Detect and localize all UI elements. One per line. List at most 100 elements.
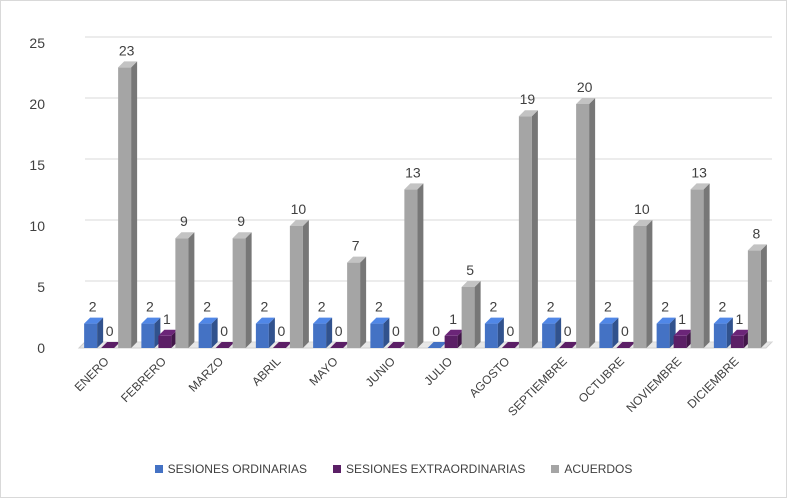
data-label-septiembre-sesiones-ordinarias: 2	[547, 299, 555, 315]
bar-abril-sesiones-ordinarias	[255, 317, 275, 348]
bar-mayo-sesiones-ordinarias	[313, 317, 333, 348]
legend-item-sesiones-ordinarias: SESIONES ORDINARIAS	[154, 462, 307, 476]
bar-julio-acuerdos	[461, 281, 481, 348]
data-label-noviembre-sesiones-extraordinarias: 1	[678, 311, 686, 327]
bar-enero-acuerdos	[118, 61, 138, 349]
y-tick-label-20: 20	[29, 96, 45, 112]
bar-diciembre-sesiones-ordinarias	[713, 317, 733, 348]
bar-abril-sesiones-extraordinarias	[272, 342, 292, 348]
data-label-septiembre-acuerdos: 20	[577, 79, 593, 95]
bar-julio-sesiones-ordinarias	[427, 342, 447, 348]
bar-mayo-acuerdos	[347, 256, 367, 348]
data-label-julio-sesiones-ordinarias: 0	[432, 323, 440, 339]
y-tick-label-25: 25	[29, 35, 45, 51]
bar-agosto-sesiones-ordinarias	[484, 317, 504, 348]
data-label-noviembre-acuerdos: 13	[691, 164, 707, 180]
chart-wall-edge	[78, 341, 86, 349]
bar-noviembre-sesiones-ordinarias	[656, 317, 676, 348]
bar-febrero-sesiones-ordinarias	[141, 317, 161, 348]
bar-septiembre-acuerdos	[576, 98, 596, 348]
bar-junio-sesiones-ordinarias	[370, 317, 390, 348]
data-label-noviembre-sesiones-ordinarias: 2	[661, 299, 669, 315]
bar-noviembre-sesiones-extraordinarias	[673, 329, 693, 348]
data-label-diciembre-acuerdos: 8	[752, 225, 760, 241]
bar-marzo-sesiones-extraordinarias	[215, 342, 235, 348]
x-tick-label-febrero: FEBRERO	[118, 354, 169, 405]
bar-mayo-sesiones-extraordinarias	[330, 342, 350, 348]
bar-agosto-sesiones-extraordinarias	[501, 342, 521, 348]
legend-swatch-acuerdos	[551, 465, 560, 473]
bar-noviembre-acuerdos	[690, 183, 710, 348]
legend-swatch-sesiones-ordinarias	[154, 465, 163, 473]
bar-marzo-acuerdos	[232, 232, 252, 348]
data-label-abril-acuerdos: 10	[291, 201, 307, 217]
data-label-junio-sesiones-extraordinarias: 0	[392, 323, 400, 339]
legend-item-acuerdos: ACUERDOS	[551, 462, 632, 476]
x-tick-label-julio: JULIO	[421, 354, 455, 388]
bar-julio-sesiones-extraordinarias	[444, 329, 464, 348]
data-label-junio-acuerdos: 13	[405, 164, 421, 180]
data-label-junio-sesiones-ordinarias: 2	[375, 299, 383, 315]
legend-swatch-sesiones-extraordinarias	[332, 465, 341, 473]
data-label-mayo-sesiones-ordinarias: 2	[318, 299, 326, 315]
data-label-diciembre-sesiones-extraordinarias: 1	[735, 311, 743, 327]
y-tick-label-5: 5	[37, 279, 45, 295]
x-tick-label-agosto: AGOSTO	[466, 354, 512, 400]
bar-diciembre-acuerdos	[747, 244, 767, 348]
x-tick-label-noviembre: NOVIEMBRE	[623, 354, 684, 415]
data-label-enero-acuerdos: 23	[119, 42, 135, 58]
x-tick-label-diciembre: DICIEMBRE	[684, 354, 741, 411]
data-label-octubre-sesiones-extraordinarias: 0	[621, 323, 629, 339]
bar-octubre-sesiones-ordinarias	[599, 317, 619, 348]
data-label-enero-sesiones-ordinarias: 2	[89, 299, 97, 315]
y-tick-label-0: 0	[37, 340, 45, 356]
legend-item-sesiones-extraordinarias: SESIONES EXTRAORDINARIAS	[332, 462, 526, 476]
bar-junio-acuerdos	[404, 183, 424, 348]
x-tick-label-septiembre: SEPTIEMBRE	[505, 354, 570, 419]
data-label-abril-sesiones-extraordinarias: 0	[277, 323, 285, 339]
x-tick-label-abril: ABRIL	[249, 354, 284, 389]
bar-marzo-sesiones-ordinarias	[198, 317, 218, 348]
bar-septiembre-sesiones-ordinarias	[542, 317, 562, 348]
chart-legend: SESIONES ORDINARIAS SESIONES EXTRAORDINA…	[0, 462, 787, 476]
data-label-enero-sesiones-extraordinarias: 0	[106, 323, 114, 339]
bar-enero-sesiones-extraordinarias	[101, 342, 121, 348]
data-label-mayo-sesiones-extraordinarias: 0	[335, 323, 343, 339]
data-label-octubre-acuerdos: 10	[634, 201, 650, 217]
bar-junio-sesiones-extraordinarias	[387, 342, 407, 348]
data-label-mayo-acuerdos: 7	[352, 238, 360, 254]
data-label-septiembre-sesiones-extraordinarias: 0	[564, 323, 572, 339]
data-label-julio-sesiones-extraordinarias: 1	[449, 311, 457, 327]
data-label-abril-sesiones-ordinarias: 2	[260, 299, 268, 315]
x-tick-label-mayo: MAYO	[306, 354, 340, 388]
y-tick-label-10: 10	[29, 218, 45, 234]
data-label-octubre-sesiones-ordinarias: 2	[604, 299, 612, 315]
data-label-febrero-sesiones-ordinarias: 2	[146, 299, 154, 315]
x-tick-label-octubre: OCTUBRE	[576, 354, 627, 405]
y-tick-label-15: 15	[29, 157, 45, 173]
bar-febrero-acuerdos	[175, 232, 195, 348]
x-tick-label-junio: JUNIO	[363, 354, 398, 389]
data-label-marzo-acuerdos: 9	[237, 213, 245, 229]
data-label-julio-acuerdos: 5	[466, 262, 474, 278]
data-label-diciembre-sesiones-ordinarias: 2	[718, 299, 726, 315]
legend-label-acuerdos: ACUERDOS	[564, 462, 633, 476]
data-label-agosto-acuerdos: 19	[520, 91, 536, 107]
data-label-agosto-sesiones-extraordinarias: 0	[506, 323, 514, 339]
data-label-marzo-sesiones-extraordinarias: 0	[220, 323, 228, 339]
legend-label-sesiones-extraordinarias: SESIONES EXTRAORDINARIAS	[345, 462, 526, 476]
bar-octubre-acuerdos	[633, 220, 653, 348]
legend-label-sesiones-ordinarias: SESIONES ORDINARIAS	[167, 462, 307, 476]
x-tick-label-marzo: MARZO	[186, 354, 227, 395]
data-label-febrero-acuerdos: 9	[180, 213, 188, 229]
bar-octubre-sesiones-extraordinarias	[616, 342, 636, 348]
bar-abril-acuerdos	[289, 220, 309, 348]
data-label-agosto-sesiones-ordinarias: 2	[489, 299, 497, 315]
data-label-marzo-sesiones-ordinarias: 2	[203, 299, 211, 315]
x-tick-label-enero: ENERO	[72, 354, 112, 394]
bar-agosto-acuerdos	[518, 110, 538, 348]
bar-enero-sesiones-ordinarias	[84, 317, 104, 348]
data-label-febrero-sesiones-extraordinarias: 1	[163, 311, 171, 327]
